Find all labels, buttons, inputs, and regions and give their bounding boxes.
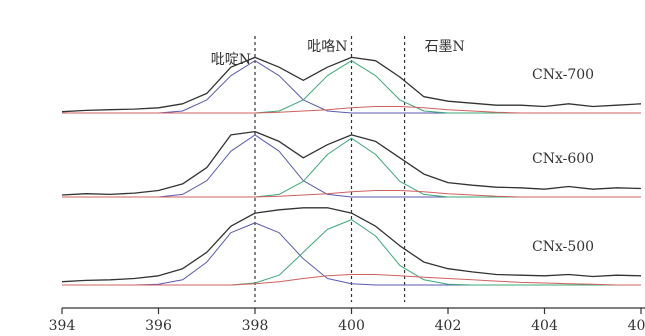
panel-label: CNx-700 xyxy=(532,67,594,83)
panel-label: CNx-500 xyxy=(532,239,594,255)
x-tick-label: 402 xyxy=(435,318,462,334)
panel-label: CNx-600 xyxy=(532,151,594,167)
spectrum-line xyxy=(61,207,642,283)
x-tick-label: 404 xyxy=(531,318,558,334)
spectrum-line xyxy=(62,274,641,286)
x-tick-label: 396 xyxy=(145,318,172,334)
reference-label: 石墨N xyxy=(425,39,465,55)
x-tick-label: 394 xyxy=(49,318,76,334)
x-tick-label: 398 xyxy=(242,318,269,334)
spectrum-line xyxy=(61,56,642,113)
x-tick-label: 400 xyxy=(338,318,365,334)
spectrum-line xyxy=(62,106,641,114)
reference-label: 吡咯N xyxy=(307,39,347,55)
spectrum-line xyxy=(61,130,642,196)
spectrum-line xyxy=(62,190,641,198)
reference-label: 吡啶N xyxy=(211,52,251,68)
x-tick-label: 406 xyxy=(628,318,645,334)
